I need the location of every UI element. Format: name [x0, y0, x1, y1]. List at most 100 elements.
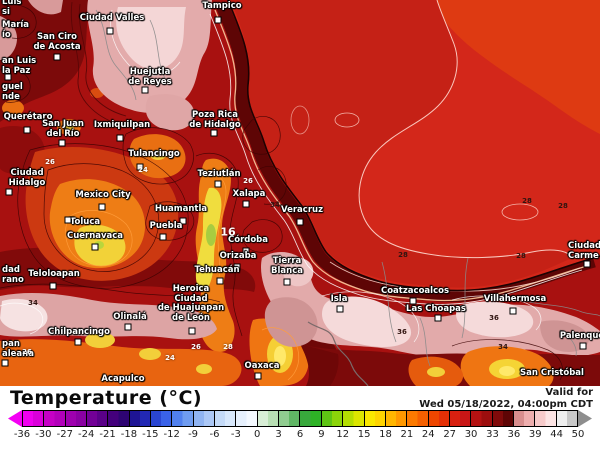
colorbar-cell: [64, 411, 87, 426]
colorbar-cell: [278, 411, 300, 426]
city-marker: [579, 342, 587, 350]
contour-label: 26: [243, 177, 253, 185]
city-label: Córdoba: [227, 235, 269, 245]
city-marker: [58, 139, 66, 147]
city-label: Toluca: [69, 217, 101, 227]
city-label: María ío: [2, 20, 30, 40]
city-marker: [254, 372, 262, 380]
city-label: Oaxaca: [244, 361, 280, 371]
colorbar-tick-label: -27: [56, 429, 73, 440]
city-label: Heroica Ciudad de Huajuapan de León: [157, 284, 225, 323]
colorbar-cell: [192, 411, 215, 426]
city-marker: [74, 338, 82, 346]
city-marker: [106, 27, 114, 35]
city-marker: [159, 233, 167, 241]
city-label: Huamantla: [154, 204, 208, 214]
colorbar-tick-label: 39: [528, 429, 542, 440]
colorbar-cell: [299, 411, 321, 426]
city-marker: [296, 218, 304, 226]
colorbar-tick-label: -36: [13, 429, 31, 440]
colorbar-cell: [214, 411, 236, 426]
contour-label: 36: [489, 314, 499, 322]
colorbar-tick-label: 21: [400, 429, 414, 440]
colorbar: [8, 410, 592, 427]
city-label: Coatzacoalcos: [380, 286, 450, 296]
colorbar-arrow-left: [8, 410, 22, 427]
legend-title: Temperature (°C): [10, 387, 203, 409]
colorbar-cell: [427, 411, 449, 426]
city-label: Xalapa: [232, 189, 266, 199]
colorbar-cell: [23, 411, 44, 426]
colorbar-tick-label: 30: [464, 429, 478, 440]
city-label: Ciudad Valles: [79, 13, 145, 23]
city-label: Villahermosa: [483, 294, 547, 304]
colorbar-ticks: -36 -30 -27 -24 -21 -18 -15 -12 -9 -6 -3 0 3 6 9 12 15 18…: [14, 429, 585, 443]
legend-panel: Temperature (°C) Valid for Wed 05/18/202…: [0, 386, 600, 450]
colorbar-tick-label: 33: [486, 429, 499, 440]
colorbar-cell: [384, 411, 407, 426]
contour-label: 34: [270, 201, 280, 209]
city-label: Luis si: [2, 0, 22, 17]
city-marker: [136, 163, 144, 171]
contour-label: 26: [22, 348, 32, 356]
city-label: Isla: [330, 294, 348, 304]
colorbar-tick-label: 6: [296, 429, 304, 440]
contour-label: 34: [498, 343, 508, 351]
city-marker: [98, 203, 106, 211]
city-marker: [53, 53, 61, 61]
colorbar-tick-label: 44: [550, 429, 563, 440]
city-label: Ixmiquilpan: [93, 120, 151, 130]
colorbar-tick-label: -24: [77, 429, 95, 440]
colorbar-tick-label: -6: [209, 429, 220, 440]
city-marker: [214, 180, 222, 188]
colorbar-tick-label: 36: [507, 429, 521, 440]
city-marker: [509, 307, 517, 315]
city-label: San Ciro de Acosta: [33, 32, 81, 52]
colorbar-tick-label: 50: [571, 429, 585, 440]
city-marker: [214, 16, 222, 24]
colorbar-tick-label: 18: [379, 429, 392, 440]
colorbar-cell: [470, 411, 492, 426]
city-label: Puebla: [149, 221, 183, 231]
colorbar-cell: [448, 411, 471, 426]
colorbar-tick-label: -18: [120, 429, 138, 440]
map-artwork: [0, 0, 600, 386]
valid-line1: Valid for: [545, 387, 593, 398]
city-marker: [242, 200, 250, 208]
city-marker: [336, 305, 344, 313]
city-label: pan aleana: [2, 339, 34, 359]
valid-time: Valid for Wed 05/18/2022, 04:00pm CDT: [419, 387, 593, 410]
colorbar-tick-label: -21: [99, 429, 116, 440]
city-marker: [5, 188, 13, 196]
contour-label: 28: [558, 202, 568, 210]
temperature-map: Luis si María ío San Ciro de Acosta an Luis la …: [0, 0, 600, 386]
city-marker: [179, 217, 187, 225]
contour-label: 36: [397, 328, 407, 336]
colorbar-cell: [86, 411, 108, 426]
colorbar-cell: [555, 411, 577, 426]
city-label: Tierra Blanca: [271, 256, 303, 276]
colorbar-cell: [534, 411, 556, 426]
city-label: Veracruz: [280, 205, 324, 215]
colorbar-cell: [171, 411, 193, 426]
city-marker: [216, 277, 224, 285]
contour-label: 26: [45, 158, 55, 166]
contour-label: 16: [220, 225, 236, 239]
city-label: Ciudad Hidalgo: [8, 168, 46, 188]
city-label: Orizaba: [219, 251, 257, 261]
contour-label: 28: [223, 343, 233, 351]
city-label: Teloloapan: [28, 269, 80, 279]
city-marker: [409, 297, 417, 305]
city-label: San Cristóbal: [520, 368, 584, 378]
city-label: Tehuacán: [194, 265, 240, 275]
contour-label: 28: [516, 252, 526, 260]
city-marker: [91, 243, 99, 251]
city-marker: [210, 129, 218, 137]
contour-label: 26: [191, 343, 201, 351]
city-label: Las Choapas: [406, 304, 466, 314]
city-label: Acapulco: [101, 374, 145, 384]
colorbar-cells: [22, 410, 578, 427]
city-label: guel nde: [2, 82, 23, 102]
city-marker: [23, 126, 31, 134]
